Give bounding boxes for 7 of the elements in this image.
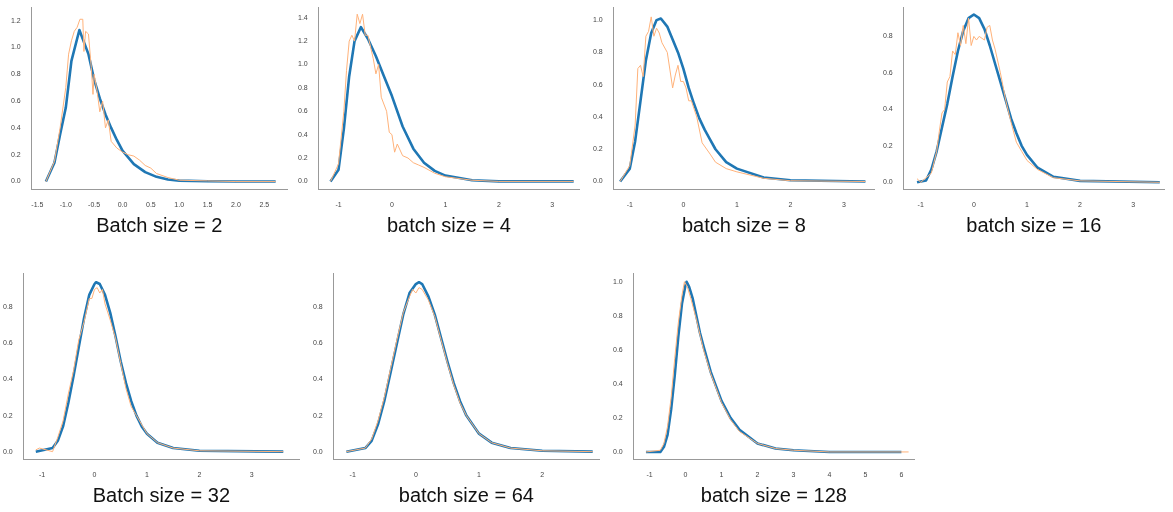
x-axis-title: batch size = 4: [386, 213, 511, 236]
x-axis-title: batch size = 64: [398, 483, 534, 506]
x-axis-title: Batch size = 32: [92, 483, 231, 506]
x-axis-title: Batch size = 2: [96, 213, 223, 236]
x-axis-title: batch size = 16: [966, 213, 1102, 236]
x-axis-title: batch size = 128: [700, 483, 847, 506]
x-axis-title: batch size = 8: [681, 213, 806, 236]
